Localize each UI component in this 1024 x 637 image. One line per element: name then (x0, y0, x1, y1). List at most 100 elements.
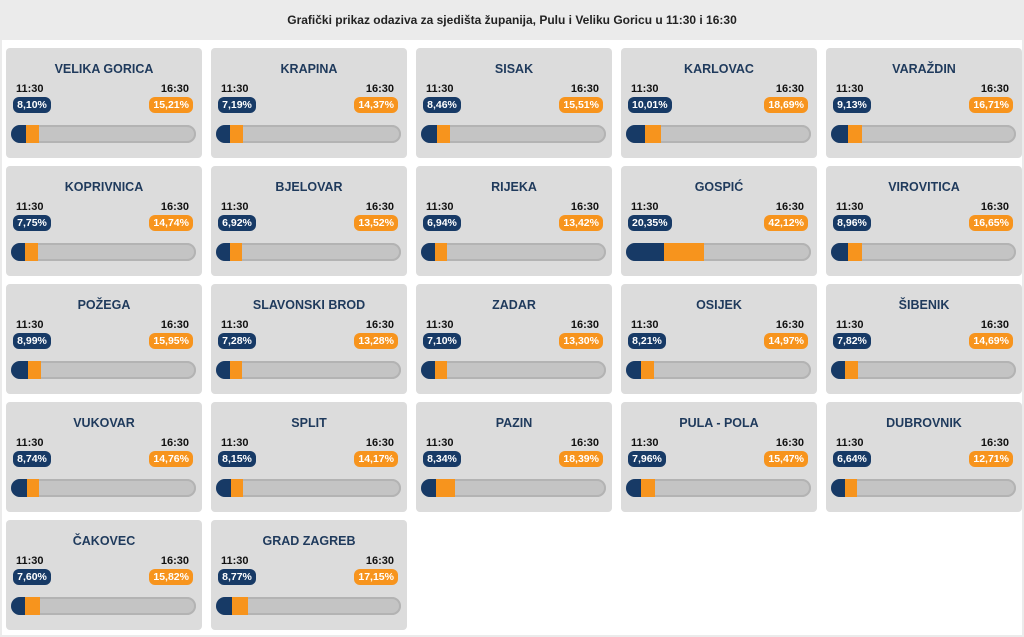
turnout-badge-1130: 7,28% (218, 333, 256, 349)
turnout-bar-1130 (421, 361, 435, 379)
turnout-bar-track (421, 479, 606, 497)
turnout-badge-1630: 13,42% (559, 215, 603, 231)
turnout-badge-1130: 8,10% (13, 97, 51, 113)
turnout-badge-1630: 14,74% (149, 215, 193, 231)
time-label-1630: 16:30 (160, 437, 189, 449)
city-card: VIROVITICA 11:30 16:30 8,96% 16,65% (826, 166, 1022, 276)
city-name: PULA - POLA (679, 416, 759, 430)
turnout-bar-track (11, 361, 196, 379)
turnout-bar-1130 (831, 479, 845, 497)
time-label-1130: 11:30 (836, 319, 864, 331)
turnout-bar-1630 (230, 125, 243, 143)
time-label-1630: 16:30 (160, 83, 189, 95)
turnout-bar-track (216, 597, 401, 615)
city-name: KARLOVAC (684, 62, 754, 76)
city-card: SPLIT 11:30 16:30 8,15% 14,17% (211, 402, 407, 512)
time-label-1130: 11:30 (426, 437, 454, 449)
turnout-bar-1630 (845, 361, 859, 379)
turnout-badge-1630: 14,69% (969, 333, 1013, 349)
turnout-bar-1130 (216, 479, 232, 497)
turnout-badge-1630: 15,21% (149, 97, 193, 113)
time-label-1630: 16:30 (775, 319, 804, 331)
city-name: ŠIBENIK (898, 298, 950, 312)
turnout-badge-1630: 16,65% (969, 215, 1013, 231)
city-card: ZADAR 11:30 16:30 7,10% 13,30% (416, 284, 612, 394)
time-label-1630: 16:30 (775, 437, 804, 449)
turnout-bar-track (11, 479, 196, 497)
turnout-badge-1130: 6,92% (218, 215, 256, 231)
time-label-1130: 11:30 (631, 319, 659, 331)
time-label-1130: 11:30 (426, 201, 454, 213)
turnout-bar-track (216, 125, 401, 143)
turnout-bar-1630 (640, 479, 655, 497)
turnout-badge-1130: 6,64% (833, 451, 871, 467)
city-card: GRAD ZAGREB 11:30 16:30 8,77% 17,15% (211, 520, 407, 630)
city-card: VELIKA GORICA 11:30 16:30 8,10% 15,21% (6, 48, 202, 158)
turnout-bar-1630 (436, 479, 455, 497)
turnout-bar-1630 (27, 361, 41, 379)
turnout-badge-1630: 18,69% (764, 97, 808, 113)
turnout-bar-1630 (230, 361, 242, 379)
chart-panel: VELIKA GORICA 11:30 16:30 8,10% 15,21% KRAPIN… (2, 40, 1022, 635)
turnout-bar-track (216, 243, 401, 261)
turnout-badge-1130: 20,35% (628, 215, 672, 231)
turnout-badge-1630: 15,82% (149, 569, 193, 585)
city-card: BJELOVAR 11:30 16:30 6,92% 13,52% (211, 166, 407, 276)
turnout-badge-1130: 8,96% (833, 215, 871, 231)
time-label-1630: 16:30 (160, 555, 189, 567)
turnout-badge-1630: 42,12% (764, 215, 808, 231)
turnout-bar-1130 (421, 479, 437, 497)
turnout-bar-1630 (641, 361, 654, 379)
city-name: KOPRIVNICA (64, 180, 144, 194)
time-label-1630: 16:30 (980, 83, 1009, 95)
time-label-1130: 11:30 (836, 83, 864, 95)
city-name: GOSPIĆ (694, 180, 744, 194)
city-name: RIJEKA (491, 180, 537, 194)
turnout-bar-1630 (847, 125, 862, 143)
time-label-1130: 11:30 (221, 83, 249, 95)
turnout-badge-1630: 14,17% (354, 451, 398, 467)
turnout-badge-1630: 13,30% (559, 333, 603, 349)
city-name: POŽEGA (77, 298, 131, 312)
turnout-badge-1630: 14,76% (149, 451, 193, 467)
turnout-bar-1630 (232, 597, 248, 615)
turnout-badge-1130: 7,19% (218, 97, 256, 113)
city-name: ZADAR (492, 298, 536, 312)
turnout-badge-1130: 9,13% (833, 97, 871, 113)
turnout-bar-1130 (11, 597, 26, 615)
turnout-bar-1630 (25, 243, 39, 261)
turnout-bar-1630 (436, 125, 450, 143)
city-card: VUKOVAR 11:30 16:30 8,74% 14,76% (6, 402, 202, 512)
time-label-1630: 16:30 (365, 437, 394, 449)
turnout-bar-track (831, 125, 1016, 143)
turnout-badge-1630: 16,71% (969, 97, 1013, 113)
city-name: ČAKOVEC (72, 534, 136, 548)
turnout-bar-1130 (626, 479, 641, 497)
city-card: VARAŽDIN 11:30 16:30 9,13% 16,71% (826, 48, 1022, 158)
time-label-1130: 11:30 (16, 83, 44, 95)
time-label-1630: 16:30 (570, 201, 599, 213)
turnout-bar-track (831, 243, 1016, 261)
turnout-bar-track (421, 243, 606, 261)
turnout-bar-1630 (435, 361, 447, 379)
turnout-bar-track (11, 125, 196, 143)
time-label-1630: 16:30 (570, 437, 599, 449)
city-card: POŽEGA 11:30 16:30 8,99% 15,95% (6, 284, 202, 394)
time-label-1130: 11:30 (221, 319, 249, 331)
city-name: VUKOVAR (73, 416, 135, 430)
time-label-1630: 16:30 (160, 319, 189, 331)
turnout-bar-1630 (231, 479, 244, 497)
turnout-bar-track (216, 479, 401, 497)
turnout-badge-1630: 18,39% (559, 451, 603, 467)
city-card: KRAPINA 11:30 16:30 7,19% 14,37% (211, 48, 407, 158)
turnout-bar-1130 (216, 361, 230, 379)
turnout-bar-track (626, 243, 811, 261)
turnout-bar-1130 (831, 243, 848, 261)
turnout-bar-track (626, 361, 811, 379)
turnout-badge-1630: 13,52% (354, 215, 398, 231)
turnout-badge-1130: 8,74% (13, 451, 51, 467)
time-label-1630: 16:30 (365, 83, 394, 95)
turnout-bar-track (11, 597, 196, 615)
turnout-bar-1130 (831, 125, 848, 143)
time-label-1130: 11:30 (426, 319, 454, 331)
